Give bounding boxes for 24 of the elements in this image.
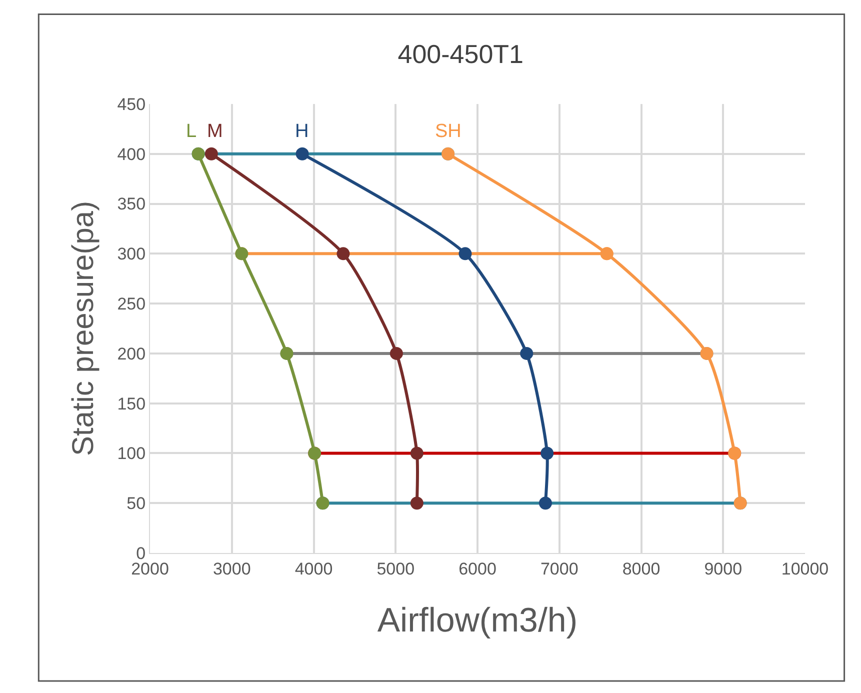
x-tick-label: 8000 xyxy=(622,559,660,578)
x-tick-label: 4000 xyxy=(294,559,333,578)
y-tick-label: 300 xyxy=(117,244,146,264)
y-tick-label: 50 xyxy=(126,494,146,514)
x-axis-title: Airflow(m3/h) xyxy=(377,602,578,640)
x-tick-label: 6000 xyxy=(458,559,496,578)
x-tick-label: 10000 xyxy=(781,559,829,578)
chart-title: 400-450T1 xyxy=(398,39,524,70)
x-tick-label: 7000 xyxy=(540,559,578,578)
x-tick-label: 9000 xyxy=(704,559,742,578)
y-tick-label: 250 xyxy=(117,294,146,314)
y-tick-label: 100 xyxy=(117,444,146,464)
x-tick-label: 3000 xyxy=(212,559,251,578)
y-tick-label: 450 xyxy=(117,94,146,114)
series-label: L xyxy=(186,121,197,142)
y-tick-label: 400 xyxy=(117,144,146,164)
y-tick-label: 200 xyxy=(117,344,146,364)
y-tick-label: 350 xyxy=(117,194,146,214)
series-label: SH xyxy=(435,121,462,142)
y-tick-label: 150 xyxy=(117,394,146,414)
series-label: M xyxy=(207,121,223,142)
x-tick-label: 5000 xyxy=(376,559,415,578)
y-axis-title: Static preesure(pa) xyxy=(67,200,100,456)
series-label: H xyxy=(295,121,309,142)
